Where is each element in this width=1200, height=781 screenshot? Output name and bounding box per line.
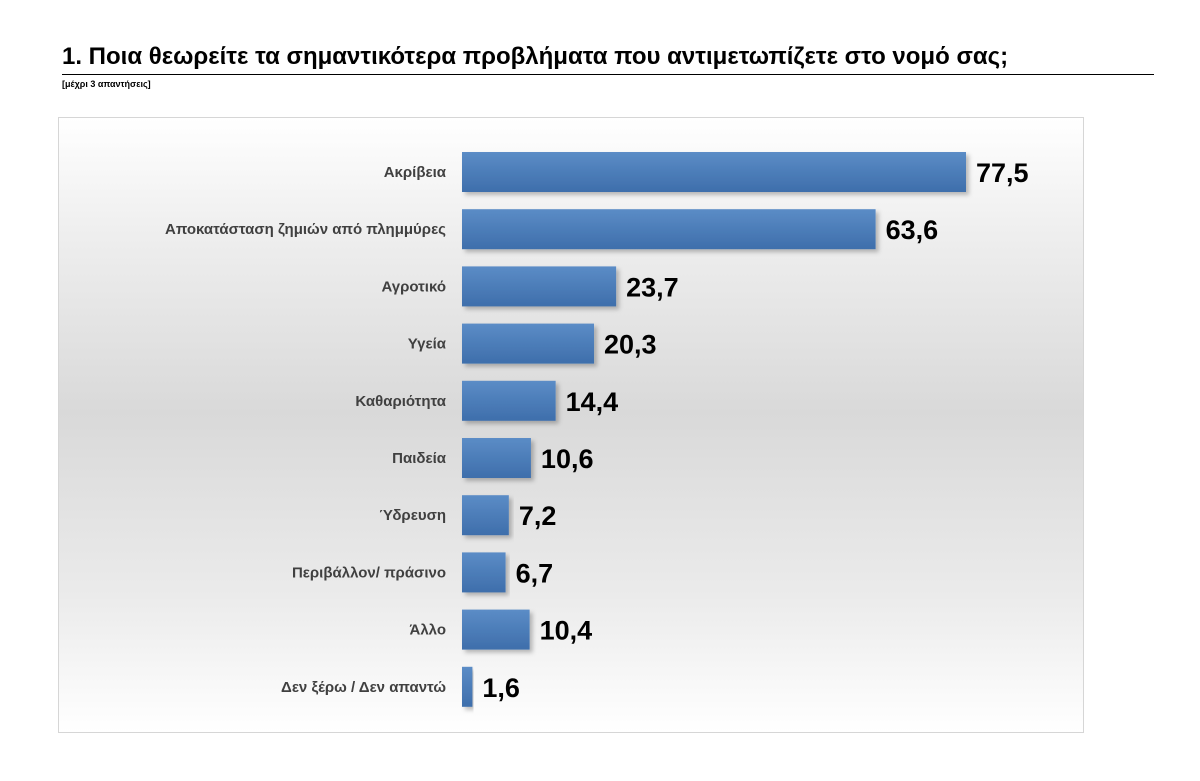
bar bbox=[462, 152, 966, 192]
value-label: 6,7 bbox=[516, 558, 554, 588]
value-label: 63,6 bbox=[886, 215, 939, 245]
value-label: 14,4 bbox=[566, 387, 619, 417]
bar bbox=[462, 666, 473, 707]
value-label: 10,4 bbox=[540, 616, 593, 646]
page-title: 1. Ποια θεωρείτε τα σημαντικότερα προβλή… bbox=[62, 42, 1154, 75]
bar bbox=[462, 380, 556, 421]
category-label: Ακρίβεια bbox=[384, 164, 447, 181]
category-label: Καθαριότητα bbox=[355, 393, 446, 410]
category-label: Υγεία bbox=[408, 336, 447, 353]
bar bbox=[462, 323, 595, 364]
bar bbox=[462, 209, 876, 250]
bar bbox=[462, 552, 506, 593]
value-label: 7,2 bbox=[519, 501, 557, 531]
value-label: 1,6 bbox=[482, 673, 520, 703]
bar bbox=[462, 266, 617, 307]
bar bbox=[462, 495, 509, 536]
category-label: Άλλο bbox=[410, 622, 447, 639]
category-label: Δεν ξέρω / Δεν απαντώ bbox=[281, 679, 446, 696]
category-label: Περιβάλλον/ πράσινο bbox=[292, 564, 446, 581]
page-subtitle: [μέχρι 3 απαντήσεις] bbox=[62, 79, 151, 89]
category-label: Αγροτικό bbox=[381, 278, 446, 295]
category-label: Παιδεία bbox=[392, 450, 447, 467]
bar bbox=[462, 438, 531, 478]
value-label: 23,7 bbox=[626, 272, 679, 302]
bar bbox=[462, 609, 530, 650]
value-label: 10,6 bbox=[541, 444, 594, 474]
category-label: Ύδρευση bbox=[379, 507, 446, 524]
value-label: 20,3 bbox=[604, 330, 657, 360]
category-label: Αποκατάσταση ζημιών από πλημμύρες bbox=[165, 221, 446, 238]
value-label: 77,5 bbox=[976, 158, 1029, 188]
